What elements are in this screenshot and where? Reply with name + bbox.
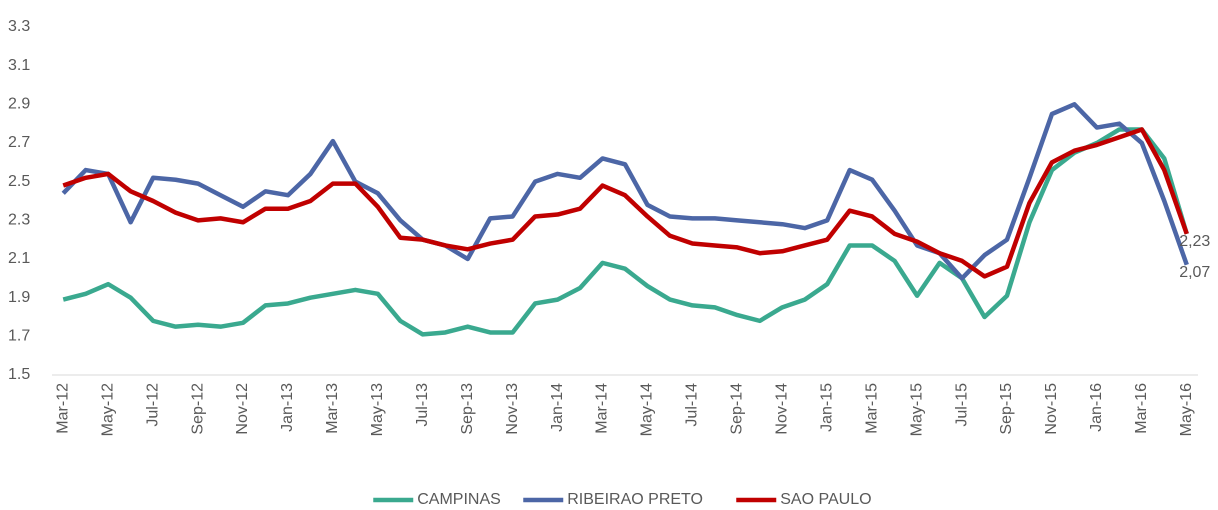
x-tick-label: Jul-14 — [684, 383, 701, 427]
x-tick-label: May-12 — [99, 383, 116, 436]
x-tick-label: Jan-13 — [279, 383, 296, 432]
y-tick-label: 2.3 — [8, 212, 30, 229]
y-tick-label: 3.3 — [8, 18, 30, 35]
series-line — [62, 127, 1189, 337]
series-line — [61, 102, 1189, 281]
x-tick-label: Jan-14 — [549, 383, 566, 432]
x-tick-label: Mar-13 — [324, 383, 341, 434]
y-tick-label: 2.1 — [8, 250, 30, 267]
y-tick-label: 3.1 — [8, 57, 30, 74]
x-tick-label: May-13 — [369, 383, 386, 436]
x-tick-label: Sep-13 — [459, 383, 476, 435]
series-line — [62, 127, 1189, 279]
legend-label: CAMPINAS — [417, 491, 501, 508]
x-tick-label: Jul-12 — [144, 383, 161, 427]
x-tick-label: May-15 — [908, 383, 925, 436]
x-tick-label: Nov-12 — [234, 383, 251, 435]
y-tick-label: 1.5 — [8, 366, 30, 383]
y-tick-label: 2.5 — [8, 173, 30, 190]
x-tick-label: Jan-15 — [818, 383, 835, 432]
x-tick-label: Sep-15 — [998, 383, 1015, 435]
x-tick-label: Nov-14 — [774, 383, 791, 435]
x-tick-label: Jul-13 — [414, 383, 431, 427]
legend-label: RIBEIRAO PRETO — [567, 491, 703, 508]
x-tick-label: Nov-13 — [504, 383, 521, 435]
data-label: 2,23 — [1179, 233, 1210, 250]
x-tick-label: May-14 — [639, 383, 656, 436]
x-tick-label: Sep-12 — [189, 383, 206, 435]
data-label: 2,07 — [1179, 264, 1210, 281]
y-tick-label: 2.7 — [8, 134, 30, 151]
y-tick-label: 1.7 — [8, 328, 30, 345]
x-tick-label: Jul-15 — [953, 383, 970, 427]
x-tick-label: Mar-15 — [863, 383, 880, 434]
x-tick-label: Mar-14 — [594, 383, 611, 434]
x-tick-label: May-16 — [1178, 383, 1195, 436]
x-tick-label: Jan-16 — [1088, 383, 1105, 432]
x-tick-label: Mar-12 — [54, 383, 71, 434]
y-tick-label: 2.9 — [8, 96, 30, 113]
legend-label: SAO PAULO — [780, 491, 871, 508]
x-tick-label: Sep-14 — [729, 383, 746, 435]
x-tick-label: Mar-16 — [1133, 383, 1150, 434]
y-tick-label: 1.9 — [8, 289, 30, 306]
x-tick-label: Nov-15 — [1043, 383, 1060, 435]
